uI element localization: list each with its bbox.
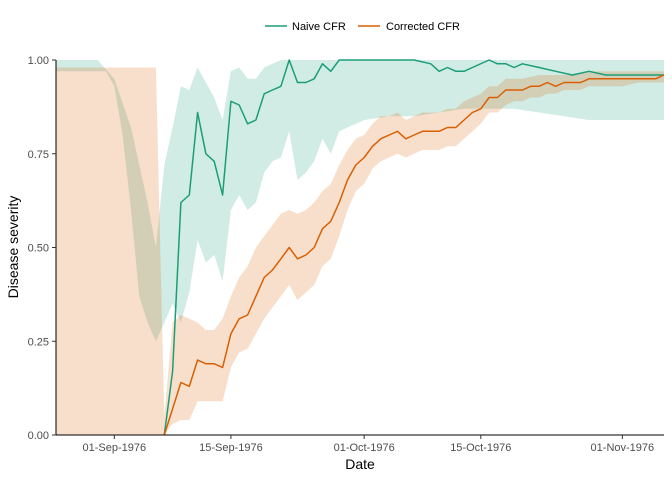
line-naive-cfr (163, 59, 664, 436)
confidence-bands (56, 60, 664, 435)
line-corrected-cfr (163, 74, 665, 436)
x-axis-ticks: 01-Sep-1976 15-Sep-1976 01-Oct-1976 15-Oct-… (82, 435, 654, 454)
band-naive-cfr (56, 60, 664, 342)
series-lines (163, 59, 665, 436)
legend-label-corrected-cfr: Corrected CFR (386, 21, 460, 33)
legend-label-naive-cfr: Naive CFR (292, 21, 346, 33)
x-axis-title: Date (345, 456, 375, 472)
legend: Naive CFR Corrected CFR (265, 21, 460, 33)
band-corrected-cfr (56, 67, 664, 435)
x-tick-label: 01-Nov-1976 (591, 442, 655, 454)
y-tick-label: 0.00 (28, 430, 49, 442)
y-tick-label: 1.00 (28, 55, 49, 67)
y-axis-title: Disease severity (5, 196, 21, 299)
x-tick-label: 01-Sep-1976 (82, 442, 146, 454)
y-tick-label: 0.75 (28, 149, 49, 161)
y-tick-label: 0.25 (28, 336, 49, 348)
x-tick-label: 15-Oct-1976 (450, 442, 511, 454)
x-tick-label: 15-Sep-1976 (199, 442, 263, 454)
x-tick-label: 01-Oct-1976 (334, 442, 395, 454)
y-axis-ticks: 0.00 0.25 0.50 0.75 1.00 (28, 55, 56, 442)
y-tick-label: 0.50 (28, 243, 49, 255)
